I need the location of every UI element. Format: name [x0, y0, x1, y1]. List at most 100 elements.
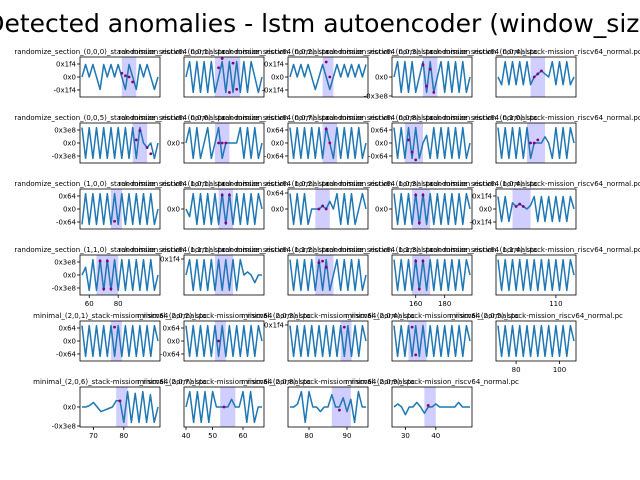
anomaly-point: [540, 69, 543, 73]
y-tick-label: 0x0: [375, 206, 388, 214]
subplot-29: minimal_(2,0,9)_stack-mission_riscv64_no…: [345, 378, 519, 440]
y-tick-label: -0x3e8: [52, 285, 76, 293]
series-line: [185, 258, 262, 292]
subplot-10: randomize_section_(0,1,0)_stack-mission_…: [430, 114, 640, 164]
series-line: [289, 126, 367, 160]
subplot-title: randomize_section_(1,0,1)_stack-mission_…: [118, 180, 329, 188]
y-tick-label: -0x3e8: [52, 423, 76, 431]
anomaly-point: [120, 71, 124, 75]
anomaly-span: [96, 255, 119, 295]
subplot-9: randomize_section_(0,0,8)_stack-mission_…: [326, 114, 538, 164]
anomaly-point: [342, 325, 346, 329]
axes-frame: [391, 320, 473, 362]
series-line: [81, 192, 159, 226]
axes-frame: [287, 386, 369, 428]
subplot-title: randomize_section_(1,1,2)_stack-mission_…: [222, 246, 433, 254]
subplot-title: randomize_section_(1,1,1)_stack-mission_…: [118, 246, 329, 254]
subplot-title: randomize_section_(0,0,5)_stack-mission_…: [14, 114, 225, 122]
y-tick-label: 0x0: [375, 74, 388, 82]
series-line: [393, 258, 471, 292]
subplot-title: minimal_(2,0,6)_stack-mission_riscv64_no…: [33, 378, 207, 386]
anomaly-point: [321, 204, 324, 208]
subplot-13: randomize_section_(1,0,2)_stack-mission_…: [222, 180, 434, 230]
anomaly-point: [421, 63, 425, 67]
anomaly-point: [217, 141, 220, 145]
series-line: [497, 60, 575, 86]
series-line: [81, 63, 159, 91]
y-tick-label: -0x64: [56, 351, 77, 359]
x-tick-label: 160: [409, 300, 422, 308]
series-line: [289, 63, 367, 91]
anomaly-point: [514, 205, 518, 208]
subplot-title: randomize_section_(0,0,2)_stack-mission_…: [222, 48, 433, 56]
y-tick-label: 0x0: [167, 206, 180, 214]
y-tick-label: 0x0: [63, 206, 76, 214]
x-tick-label: 80: [512, 366, 521, 374]
subplot-title: minimal_(2,0,7)_stack-mission_riscv64_no…: [137, 378, 311, 386]
anomaly-point: [328, 75, 332, 79]
anomaly-point: [324, 207, 328, 211]
subplot-17: randomize_section_(1,1,1)_stack-mission_…: [118, 246, 330, 296]
y-tick-label: 0x0: [63, 140, 76, 148]
x-tick-label: 110: [549, 300, 562, 308]
anomaly-span: [315, 189, 330, 229]
anomaly-point: [529, 141, 532, 145]
x-tick-label: 40: [182, 432, 191, 440]
x-tick-label: 60: [239, 432, 248, 440]
anomaly-point: [118, 399, 122, 403]
series-line: [497, 324, 575, 358]
y-tick-label: 0x1f4: [472, 193, 493, 201]
anomaly-point: [102, 287, 106, 291]
series-line: [185, 60, 263, 94]
series-line: [290, 390, 366, 424]
y-tick-label: -0x1f4: [262, 87, 285, 95]
subplot-22: minimal_(2,0,2)_stack-mission_riscv64_no…: [137, 312, 311, 362]
subplot-title: randomize_section_(1,1,3)_stack-mission_…: [326, 246, 537, 254]
subplot-title: randomize_section_(1,0,4)_stack-mission_…: [430, 180, 640, 188]
anomaly-point: [414, 353, 418, 357]
anomaly-point: [113, 325, 116, 329]
anomaly-point: [338, 408, 341, 412]
anomaly-point: [145, 146, 149, 150]
anomaly-point: [426, 404, 430, 407]
y-tick-label: -0x64: [56, 219, 77, 227]
subplot-title: minimal_(2,0,9)_stack-mission_riscv64_no…: [345, 378, 519, 386]
y-tick-label: 0x0: [63, 338, 76, 346]
y-tick-label: 0x3e8: [54, 259, 76, 267]
anomaly-point: [536, 138, 540, 142]
x-tick-label: 80: [114, 300, 123, 308]
anomaly-point: [432, 90, 436, 94]
axes-frame: [183, 56, 265, 98]
subplot-grid: randomize_section_(0,0,0)_stack-mission_…: [14, 48, 640, 440]
y-tick-label: 0x0: [271, 206, 284, 214]
axes-frame: [495, 254, 577, 296]
subplot-12: randomize_section_(1,0,1)_stack-mission_…: [118, 180, 330, 230]
anomaly-point: [417, 287, 421, 291]
subplot-title: randomize_section_(1,1,4)_stack-mission_…: [430, 246, 640, 254]
anomaly-point: [328, 141, 332, 145]
y-tick-label: -0x64: [160, 351, 181, 359]
x-tick-label: 40: [431, 432, 440, 440]
axes-frame: [495, 320, 577, 362]
subplot-title: minimal_(2,0,4)_stack-mission_riscv64_no…: [345, 312, 519, 320]
subplot-28: minimal_(2,0,8)_stack-mission_riscv64_no…: [241, 378, 415, 440]
anomaly-point: [113, 219, 116, 223]
series-line: [81, 324, 159, 358]
subplot-title: minimal_(2,0,2)_stack-mission_riscv64_no…: [137, 312, 311, 320]
x-tick-label: 60: [85, 300, 94, 308]
subplot-title: randomize_section_(1,0,2)_stack-mission_…: [222, 180, 433, 188]
subplot-2: randomize_section_(0,0,1)_stack-mission_…: [118, 48, 330, 98]
y-tick-label: 0x1f4: [264, 322, 285, 330]
y-tick-label: 0x0: [167, 140, 180, 148]
anomaly-point: [321, 259, 324, 263]
x-tick-label: 50: [208, 432, 217, 440]
anomaly-point: [414, 193, 418, 197]
anomaly-point: [228, 193, 231, 197]
axes-frame: [391, 254, 473, 296]
series-line: [393, 324, 471, 358]
anomaly-point: [231, 61, 235, 65]
series-line: [497, 126, 575, 160]
x-tick-label: 30: [401, 432, 410, 440]
anomaly-point: [417, 221, 421, 225]
